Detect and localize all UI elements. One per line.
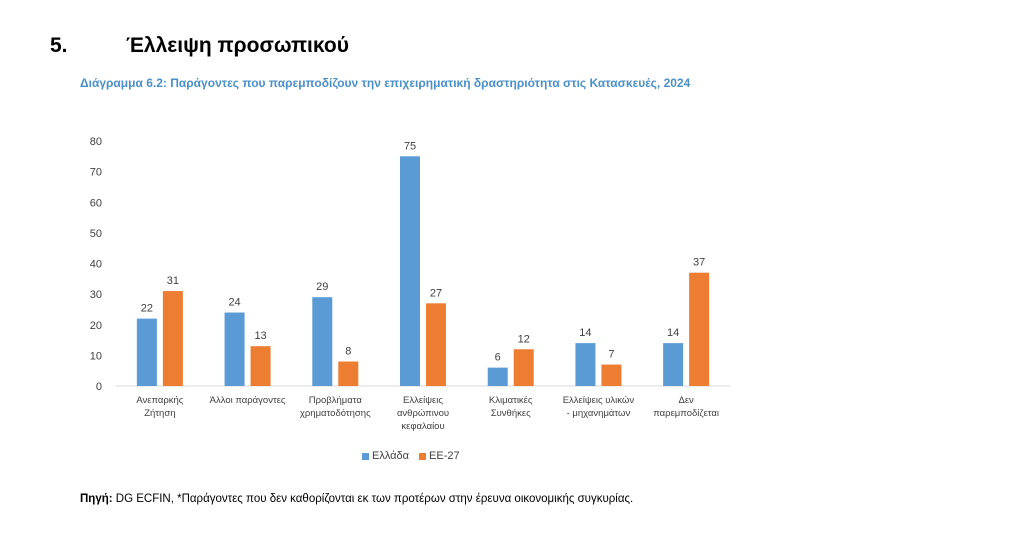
data-label: 8 xyxy=(345,346,351,358)
bar-eu27 xyxy=(162,291,183,386)
source-label: Πηγή: xyxy=(80,493,113,505)
bar-greece xyxy=(224,312,245,386)
y-tick-label: 50 xyxy=(90,228,102,240)
legend-swatch-eu27 xyxy=(419,452,427,460)
y-tick-label: 70 xyxy=(90,167,102,179)
bar-greece xyxy=(136,318,157,386)
y-tick-label: 30 xyxy=(90,289,102,301)
legend-swatch-greece xyxy=(362,452,369,460)
bar-greece xyxy=(663,343,684,386)
x-tick-label: παρεμποδίζεται xyxy=(653,408,719,419)
data-label: 22 xyxy=(141,303,153,315)
x-tick-label: Άλλοι παράγοντες xyxy=(210,395,286,406)
x-tick-label: Ελλείψεις xyxy=(403,395,443,406)
y-tick-label: 60 xyxy=(90,197,102,209)
data-label: 31 xyxy=(167,275,179,287)
bar-eu27 xyxy=(426,303,446,386)
x-tick-label: Δεν xyxy=(678,395,694,406)
source-note: Πηγή: DG ECFIN, *Παράγοντες που δεν καθο… xyxy=(80,493,633,505)
chart-title: Διάγραμμα 6.2: Παράγοντες που παρεμποδίζ… xyxy=(80,76,691,90)
x-tick-label: Ελλείψεις υλικών xyxy=(563,395,635,406)
legend-label-eu27: ΕΕ-27 xyxy=(429,450,460,462)
data-label: 75 xyxy=(404,140,416,152)
x-tick-label: χρηματοδότησης xyxy=(300,408,371,419)
x-tick-label: Προβλήματα xyxy=(309,395,363,406)
data-label: 37 xyxy=(693,257,705,269)
x-tick-label: - μηχανημάτων xyxy=(567,408,631,419)
x-tick-label: Ζήτηση xyxy=(144,408,175,419)
x-tick-label: κεφαλαίου xyxy=(401,421,444,432)
section-number: 5. xyxy=(50,34,68,57)
bar-eu27 xyxy=(250,346,271,386)
data-label: 24 xyxy=(228,297,240,309)
bar-greece xyxy=(400,156,420,386)
bar-eu27 xyxy=(689,272,710,386)
bar-eu27 xyxy=(513,349,534,386)
source-text: DG ECFIN, *Παράγοντες που δεν καθορίζοντ… xyxy=(112,493,634,505)
bar-eu27 xyxy=(601,364,622,386)
bar-eu27 xyxy=(338,361,359,386)
y-tick-label: 10 xyxy=(90,350,102,362)
data-label: 14 xyxy=(667,327,679,339)
section-heading: 5. Έλλειψη προσωπικού xyxy=(50,34,349,58)
bar-greece xyxy=(487,367,508,386)
x-tick-label: Συνθήκες xyxy=(491,408,531,419)
bar-greece xyxy=(575,343,596,386)
y-tick-label: 40 xyxy=(90,259,102,271)
data-label: 12 xyxy=(518,333,530,345)
chart-legend: Ελλάδα ΕΕ-27 xyxy=(362,450,460,462)
data-label: 13 xyxy=(254,330,266,342)
y-tick-label: 0 xyxy=(96,381,102,393)
y-tick-label: 80 xyxy=(90,136,102,148)
legend-item-eu27: ΕΕ-27 xyxy=(419,450,460,462)
legend-label-greece: Ελλάδα xyxy=(372,450,410,462)
data-label: 7 xyxy=(608,349,614,361)
data-label: 14 xyxy=(579,327,591,339)
x-tick-label: Κλιματικές xyxy=(489,395,533,406)
data-label: 29 xyxy=(316,281,328,293)
x-tick-label: ανθρώπινου xyxy=(397,408,449,419)
y-tick-label: 20 xyxy=(90,320,102,332)
data-label: 27 xyxy=(430,287,442,299)
legend-item-greece: Ελλάδα xyxy=(362,450,409,462)
section-title: Έλλειψη προσωπικού xyxy=(126,34,349,57)
data-label: 6 xyxy=(495,352,501,364)
x-tick-label: Ανεπαρκής xyxy=(136,395,183,406)
bar-greece xyxy=(312,297,333,386)
